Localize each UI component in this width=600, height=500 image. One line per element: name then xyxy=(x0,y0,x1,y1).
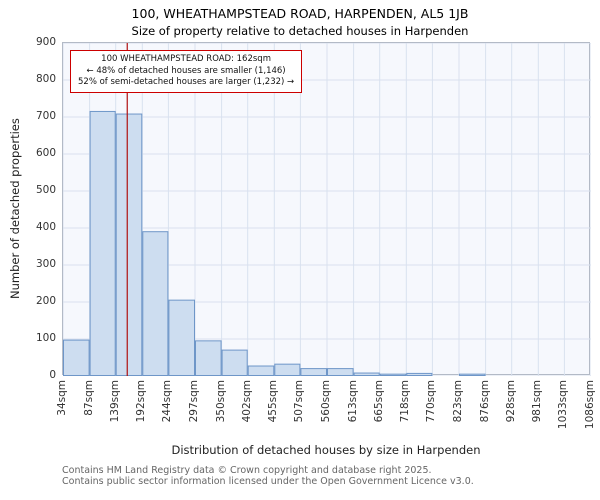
x-tick-label: 981sqm xyxy=(531,380,544,423)
y-tick-label: 0 xyxy=(49,368,56,381)
histogram-bar xyxy=(459,373,486,376)
y-tick-label: 100 xyxy=(35,331,56,344)
x-tick-label: 718sqm xyxy=(399,380,412,423)
y-axis-label: Number of detached properties xyxy=(8,118,22,299)
annotation-line-3: 52% of semi-detached houses are larger (… xyxy=(78,77,295,87)
plot-svg xyxy=(63,43,591,376)
x-tick-label: 613sqm xyxy=(346,380,359,423)
x-tick-label: 1033sqm xyxy=(557,380,570,430)
histogram-bar xyxy=(115,113,143,376)
x-tick-label: 244sqm xyxy=(161,380,174,423)
x-tick-label: 928sqm xyxy=(504,380,517,423)
x-tick-label: 87sqm xyxy=(82,380,95,416)
histogram-bar xyxy=(168,299,195,376)
x-tick-label: 192sqm xyxy=(135,380,148,423)
y-tick-label: 600 xyxy=(35,146,56,159)
annotation-box: 100 WHEATHAMPSTEAD ROAD: 162sqm ← 48% of… xyxy=(70,50,303,93)
x-tick-label: 297sqm xyxy=(188,380,200,423)
x-tick-label: 507sqm xyxy=(293,380,306,423)
histogram-bar xyxy=(379,373,407,376)
histogram-bar xyxy=(89,110,116,376)
x-tick-label: 665sqm xyxy=(372,380,385,423)
y-tick-label: 200 xyxy=(35,294,56,307)
plot-area xyxy=(62,42,591,376)
x-tick-label: 823sqm xyxy=(452,380,464,423)
histogram-bar xyxy=(221,349,248,376)
histogram-bar xyxy=(327,368,354,376)
histogram-bar xyxy=(274,363,301,376)
x-tick-label: 455sqm xyxy=(267,380,280,423)
x-tick-label: 402sqm xyxy=(240,380,253,423)
x-axis-label: Distribution of detached houses by size … xyxy=(171,443,481,457)
histogram-bar xyxy=(353,372,380,376)
footer-line-1: Contains HM Land Registry data © Crown c… xyxy=(62,465,432,476)
histogram-bar xyxy=(142,231,169,376)
y-tick-label: 400 xyxy=(35,220,56,233)
x-tick-label: 770sqm xyxy=(425,380,438,423)
annotation-line-1: 100 WHEATHAMPSTEAD ROAD: 162sqm xyxy=(101,54,271,64)
chart-title: 100, WHEATHAMPSTEAD ROAD, HARPENDEN, AL5… xyxy=(131,6,469,21)
x-tick-label: 1086sqm xyxy=(584,380,596,430)
x-tick-label: 560sqm xyxy=(320,380,332,423)
histogram-bar xyxy=(406,372,433,376)
histogram-bar xyxy=(300,368,328,376)
x-tick-label: 876sqm xyxy=(478,380,491,423)
annotation-line-2: ← 48% of detached houses are smaller (1,… xyxy=(86,65,286,76)
x-tick-label: 139sqm xyxy=(108,380,121,423)
y-tick-label: 900 xyxy=(35,35,56,48)
chart-subtitle: Size of property relative to detached ho… xyxy=(131,24,469,38)
histogram-bar xyxy=(195,340,222,376)
y-tick-label: 500 xyxy=(35,183,56,196)
footer-line-2: Contains public sector information licen… xyxy=(62,476,474,487)
histogram-bar xyxy=(63,339,90,376)
histogram-bar xyxy=(247,365,275,376)
y-tick-label: 800 xyxy=(35,72,56,85)
x-tick-label: 350sqm xyxy=(214,380,227,423)
y-tick-label: 300 xyxy=(35,257,56,270)
x-tick-label: 34sqm xyxy=(56,380,68,416)
y-tick-label: 700 xyxy=(35,109,56,122)
